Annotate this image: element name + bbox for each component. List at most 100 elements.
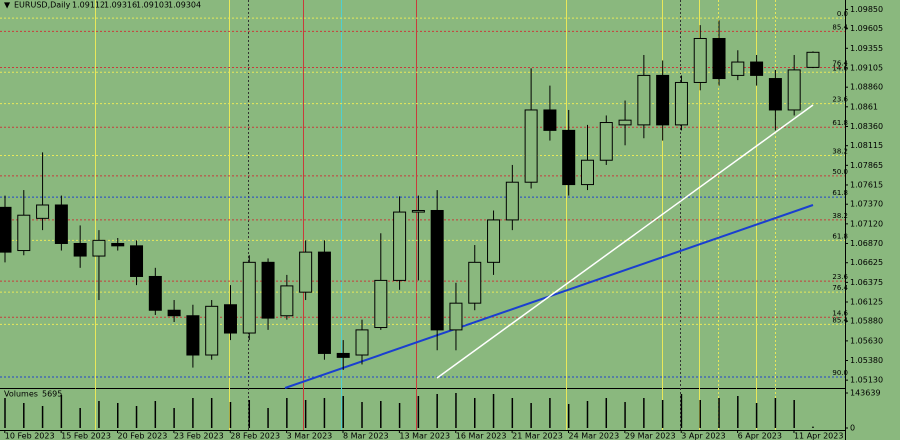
y-tick-label: 1.05130 bbox=[850, 376, 883, 385]
candle-body bbox=[449, 302, 463, 331]
candle-body bbox=[750, 61, 764, 76]
candle-body bbox=[36, 204, 50, 219]
level-label: 85.4 bbox=[832, 316, 848, 324]
x-tick-label: 23 Feb 2023 bbox=[174, 432, 224, 440]
candle-body bbox=[355, 329, 369, 356]
level-label: 61.8 bbox=[832, 232, 848, 240]
candle-body bbox=[768, 78, 782, 111]
candle-body bbox=[656, 74, 670, 126]
x-tick-label: 21 Mar 2023 bbox=[512, 432, 563, 440]
level-label: 61.8 bbox=[832, 119, 848, 127]
candle-body bbox=[505, 181, 519, 221]
level-label: 14.6 bbox=[832, 309, 848, 317]
y-tick-label: 1.09605 bbox=[850, 24, 883, 33]
level-label: 23.6 bbox=[832, 273, 848, 281]
level-label: 76.4 bbox=[832, 60, 848, 68]
y-tick-label: 1.0861 bbox=[850, 102, 878, 111]
x-tick-label: 24 Mar 2023 bbox=[568, 432, 619, 440]
level-label: 90.0 bbox=[832, 369, 848, 377]
y-tick-label: 1.06375 bbox=[850, 278, 883, 287]
candle-body bbox=[712, 37, 726, 80]
level-label: 38.2 bbox=[832, 212, 848, 220]
y-tick-label: 1.08115 bbox=[850, 141, 883, 150]
candle-body bbox=[261, 261, 275, 319]
x-tick-label: 8 Mar 2023 bbox=[343, 432, 389, 440]
level-label: 38.2 bbox=[832, 148, 848, 156]
y-tick-label: 1.07120 bbox=[850, 219, 883, 228]
candle-body bbox=[731, 61, 745, 76]
trend-line bbox=[436, 104, 814, 379]
level-label: 23.6 bbox=[832, 96, 848, 104]
y-tick-label: 1.09850 bbox=[850, 5, 883, 14]
candle-body bbox=[374, 279, 388, 329]
candle-body bbox=[618, 119, 632, 126]
y-tick-label: 1.05880 bbox=[850, 317, 883, 326]
y-tick-label: 1.07865 bbox=[850, 161, 883, 170]
candle-body bbox=[637, 74, 651, 126]
candle-body bbox=[0, 206, 12, 253]
y-tick-label: 1.06125 bbox=[850, 297, 883, 306]
candle-body bbox=[411, 209, 425, 213]
x-tick-label: 29 Mar 2023 bbox=[625, 432, 676, 440]
volume-title: Volumes bbox=[4, 390, 38, 399]
level-label: 0.0 bbox=[837, 10, 848, 18]
candle-body bbox=[280, 285, 294, 317]
candle-body bbox=[73, 242, 87, 257]
level-label: 61.8 bbox=[832, 189, 848, 197]
candle-body bbox=[393, 211, 407, 281]
volume-tick-label: 0 bbox=[850, 424, 855, 433]
candle-body bbox=[487, 219, 501, 263]
x-tick-label: 20 Feb 2023 bbox=[118, 432, 168, 440]
candle-body bbox=[787, 69, 801, 111]
candle-body bbox=[693, 37, 707, 83]
candle-body bbox=[468, 261, 482, 304]
y-tick-label: 1.08360 bbox=[850, 122, 883, 131]
header-value: 1.09103 bbox=[136, 1, 169, 10]
candle-body bbox=[599, 122, 613, 161]
y-tick-label: 1.09105 bbox=[850, 63, 883, 72]
candle-body bbox=[524, 109, 538, 183]
x-tick-label: 3 Apr 2023 bbox=[681, 432, 725, 440]
header-symbol: EURUSD,Daily bbox=[14, 1, 71, 10]
candle-body bbox=[430, 209, 444, 331]
level-label: 50.0 bbox=[832, 168, 848, 176]
x-tick-label: 11 Apr 2023 bbox=[794, 432, 843, 440]
y-tick-label: 1.07615 bbox=[850, 180, 883, 189]
volume-title-value: 5695 bbox=[42, 390, 62, 399]
x-tick-label: 16 Mar 2023 bbox=[456, 432, 507, 440]
candle-body bbox=[92, 239, 106, 257]
candle-body bbox=[299, 251, 313, 293]
candle-body bbox=[148, 275, 162, 311]
candle-body bbox=[17, 214, 31, 252]
candle-body bbox=[543, 109, 557, 131]
x-tick-label: 15 Feb 2023 bbox=[61, 432, 111, 440]
candle-body bbox=[186, 315, 200, 356]
x-tick-label: 13 Mar 2023 bbox=[399, 432, 450, 440]
candle-body bbox=[336, 352, 350, 358]
level-label: 14.6 bbox=[832, 64, 848, 72]
level-label: 76.4 bbox=[832, 284, 848, 292]
candle-body bbox=[130, 245, 144, 277]
candle-body bbox=[674, 81, 688, 126]
x-tick-label: 3 Mar 2023 bbox=[287, 432, 333, 440]
candle-body bbox=[223, 304, 237, 334]
level-label: 85.4 bbox=[832, 23, 848, 31]
candle-body bbox=[562, 129, 576, 186]
candle-body bbox=[242, 261, 256, 334]
y-tick-label: 1.05630 bbox=[850, 336, 883, 345]
candle-body bbox=[806, 51, 820, 68]
x-tick-label: 28 Feb 2023 bbox=[230, 432, 280, 440]
x-tick-label: 6 Apr 2023 bbox=[738, 432, 782, 440]
candle-body bbox=[317, 251, 331, 354]
header-value: 1.09304 bbox=[168, 1, 201, 10]
header-value: 1.09316 bbox=[104, 1, 137, 10]
y-tick-label: 1.08860 bbox=[850, 83, 883, 92]
volume-tick-label: 143639 bbox=[850, 389, 881, 398]
candle-body bbox=[205, 305, 219, 356]
candle-body bbox=[580, 159, 594, 186]
y-tick-label: 1.06870 bbox=[850, 239, 883, 248]
y-tick-label: 1.09355 bbox=[850, 44, 883, 53]
y-tick-label: 1.05380 bbox=[850, 356, 883, 365]
y-tick-label: 1.07370 bbox=[850, 200, 883, 209]
